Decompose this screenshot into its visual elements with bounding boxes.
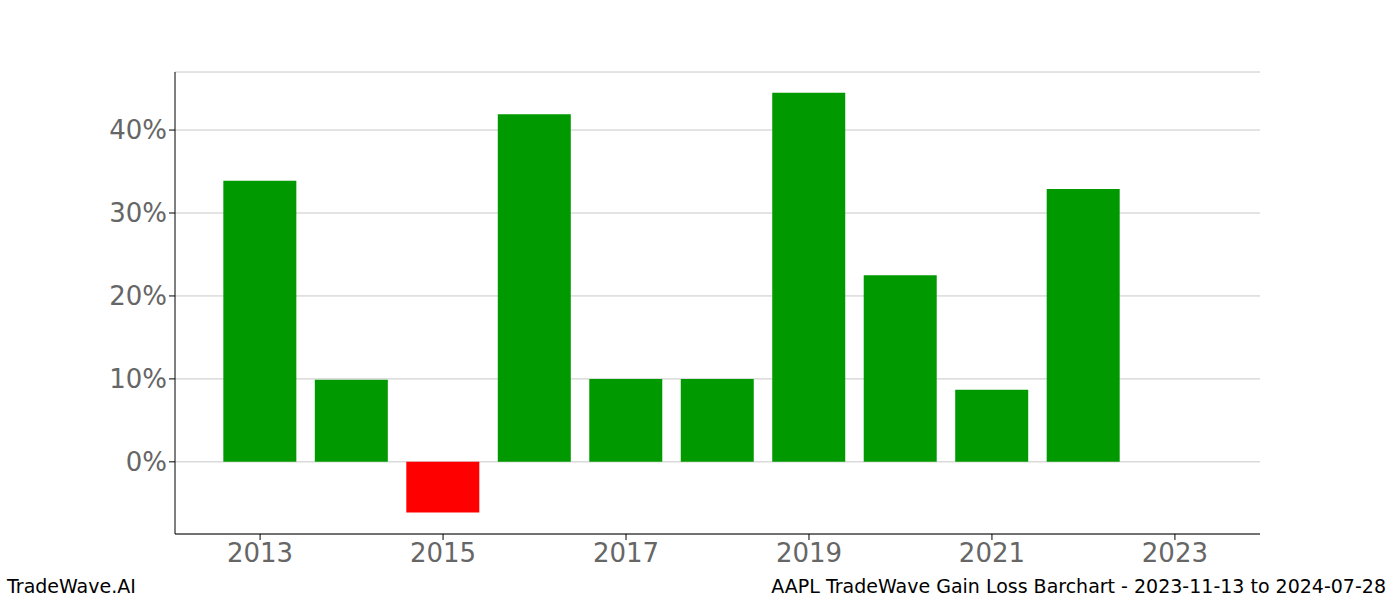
svg-text:40%: 40% [109, 115, 167, 145]
svg-text:2013: 2013 [227, 538, 293, 568]
svg-text:2017: 2017 [593, 538, 659, 568]
svg-text:10%: 10% [109, 364, 167, 394]
html-text:AAPL TradeWave Gain Loss Barch: AAPL TradeWave Gain Loss Barchart - 2023… [771, 575, 1386, 597]
svg-text:2015: 2015 [410, 538, 476, 568]
svg-text:2023: 2023 [1142, 538, 1208, 568]
svg-text:30%: 30% [109, 198, 167, 228]
svg-text:0%: 0% [126, 447, 167, 477]
svg-text:2021: 2021 [959, 538, 1025, 568]
svg-text:20%: 20% [109, 281, 167, 311]
html-text:TradeWave.AI: TradeWave.AI [7, 575, 136, 597]
svg-text:2019: 2019 [776, 538, 842, 568]
